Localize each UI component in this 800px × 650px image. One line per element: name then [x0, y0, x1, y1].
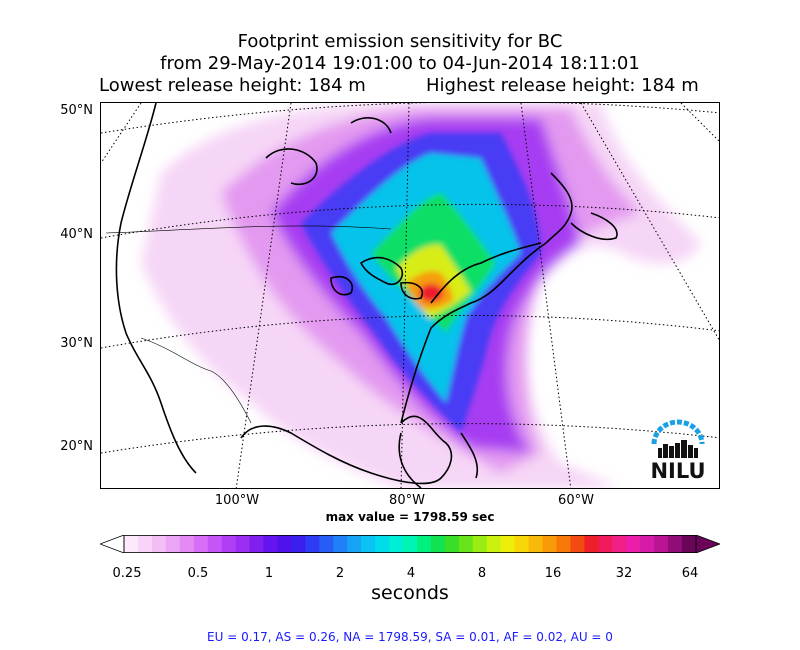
nilu-logo: NILU	[648, 410, 708, 483]
colorbar-cell	[626, 535, 641, 553]
colorbar-cell	[235, 535, 251, 553]
lon-label-100w: 100°W	[214, 493, 260, 508]
colorbar-cell	[570, 535, 585, 553]
colorbar-cell	[542, 535, 558, 553]
colorbar-tick: 0.25	[112, 566, 142, 581]
colorbar-tick: 0.5	[187, 566, 209, 581]
colorbar-cell	[472, 535, 488, 553]
colorbar-cell	[486, 535, 502, 553]
plot-title: Footprint emission sensitivity for BC	[237, 31, 563, 52]
colorbar-cell	[137, 535, 153, 553]
lon-label-80w: 80°W	[389, 493, 425, 508]
colorbar-cell	[207, 535, 223, 553]
field-peak	[419, 284, 443, 302]
lat-label-20: 20°N	[60, 439, 93, 454]
plot-period: from 29-May-2014 19:01:00 to 04-Jun-2014…	[160, 53, 640, 74]
colorbar-min-extend	[100, 535, 125, 553]
colorbar-cell	[263, 535, 279, 553]
colorbar-cell	[416, 535, 432, 553]
logo-text: NILU	[650, 459, 705, 482]
colorbar-cell	[640, 535, 655, 553]
lowest-release-height: Lowest release height: 184 m	[99, 75, 366, 96]
graticule	[101, 103, 719, 488]
colorbar-cell	[291, 535, 306, 553]
colorbar-cell	[556, 535, 572, 553]
regional-values-footer: EU = 0.17, AS = 0.26, NA = 1798.59, SA =…	[207, 630, 613, 644]
colorbar-tick: 1	[264, 566, 274, 581]
lat-label-40: 40°N	[60, 227, 93, 242]
colorbar-cell	[612, 535, 627, 553]
colorbar-cell	[319, 535, 334, 553]
colorbar-cell	[179, 535, 195, 553]
colorbar-cell	[347, 535, 362, 553]
colorbar-cell	[151, 535, 167, 553]
colorbar-tick: 8	[477, 566, 487, 581]
colorbar	[100, 535, 720, 553]
colorbar-cell	[375, 535, 390, 553]
coastlines	[115, 103, 618, 488]
colorbar-cell	[500, 535, 516, 553]
lat-label-50: 50°N	[60, 103, 93, 118]
colorbar-cell	[598, 535, 613, 553]
colorbar-cell	[193, 535, 209, 553]
colorbar-cell	[584, 535, 599, 553]
map-svg	[101, 103, 719, 488]
colorbar-cell	[682, 535, 697, 553]
colorbar-tick: 4	[406, 566, 416, 581]
colorbar-max-extend	[695, 535, 720, 553]
logo-skyline	[658, 440, 698, 458]
colorbar-cell	[668, 535, 683, 553]
colorbar-tick: 2	[335, 566, 345, 581]
highest-release-height: Highest release height: 184 m	[426, 75, 699, 96]
max-value-label: max value = 1798.59 sec	[325, 510, 495, 524]
colorbar-cell	[249, 535, 265, 553]
colorbar-cell	[430, 535, 446, 553]
colorbar-tick: 64	[681, 566, 699, 581]
nilu-logo-graphic: NILU	[650, 419, 706, 483]
borders	[105, 225, 392, 424]
colorbar-tick: 32	[615, 566, 633, 581]
colorbar-cell	[514, 535, 530, 553]
colorbar-unit-label: seconds	[371, 582, 449, 604]
lon-label-60w: 60°W	[558, 493, 594, 508]
logo-arc	[651, 419, 705, 445]
colorbar-cell	[165, 535, 181, 553]
colorbar-cell	[389, 535, 404, 553]
colorbar-tick: 16	[544, 566, 562, 581]
colorbar-frame	[123, 535, 697, 553]
colorbar-cell	[403, 535, 418, 553]
colorbar-cell	[444, 535, 460, 553]
colorbar-cell	[333, 535, 348, 553]
colorbar-cell	[458, 535, 474, 553]
colorbar-cell	[528, 535, 544, 553]
colorbar-cells	[124, 535, 697, 553]
lat-label-30: 30°N	[60, 336, 93, 351]
colorbar-cell	[654, 535, 669, 553]
colorbar-cell	[221, 535, 237, 553]
footprint-map	[100, 102, 720, 489]
colorbar-cell	[361, 535, 376, 553]
colorbar-cell	[277, 535, 293, 553]
colorbar-cell	[124, 535, 139, 553]
colorbar-cell	[305, 535, 320, 553]
